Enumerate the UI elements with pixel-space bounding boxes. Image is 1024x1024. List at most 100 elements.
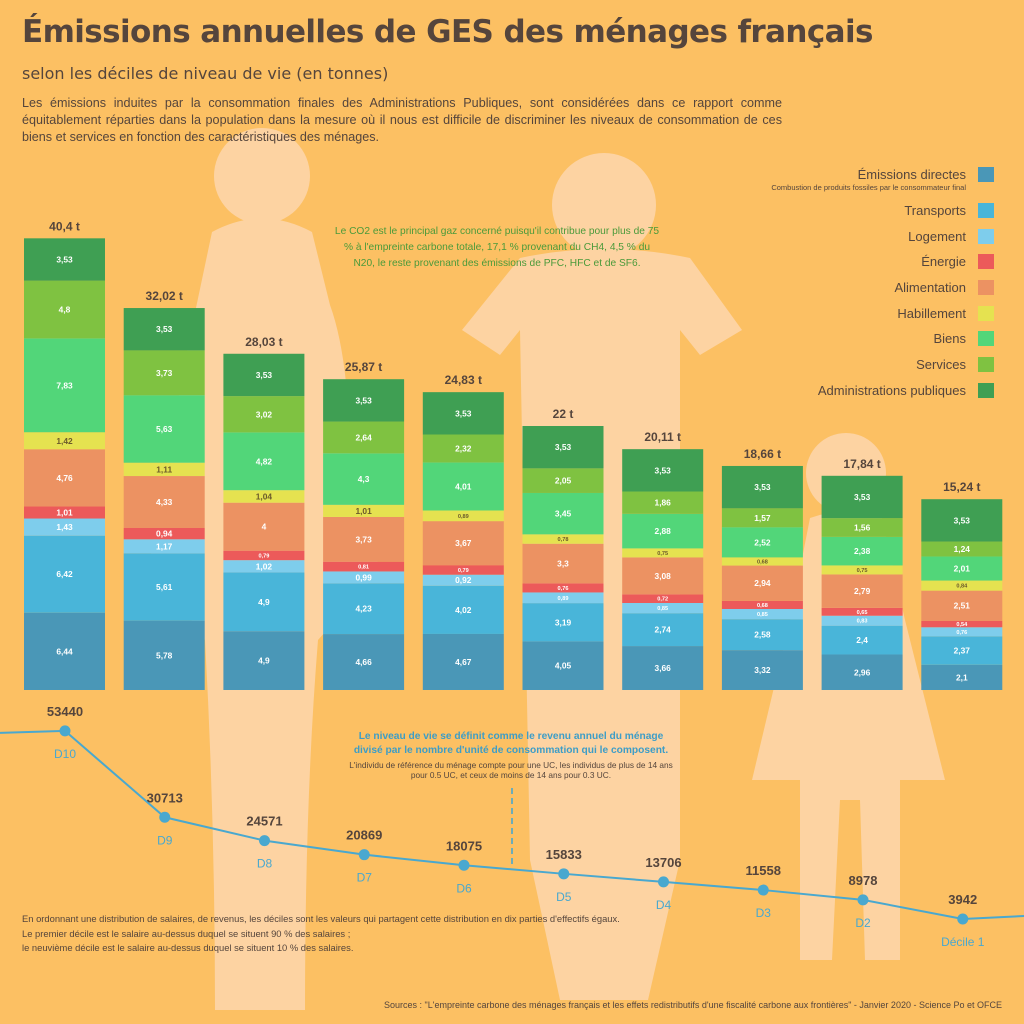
- decile-label: D10: [54, 747, 76, 761]
- bar-segment-label: 0,68: [757, 559, 768, 565]
- bar-segment: [721, 609, 803, 620]
- legend-swatch: [978, 254, 994, 270]
- bar-segment-label: 3,53: [256, 370, 273, 380]
- legend-label: Logement: [908, 228, 966, 244]
- legend-item-administrations-publiques: Administrations publiques: [694, 378, 994, 404]
- bar-segment: [24, 535, 105, 613]
- bar-segment-label: 2,51: [954, 601, 971, 611]
- legend-item-transports: Transports: [694, 198, 994, 224]
- bar-segment-label: 0,79: [258, 553, 269, 559]
- bar-total-label: 22 t: [553, 407, 574, 421]
- bar-segment-label: 1,42: [56, 436, 73, 446]
- bar-segment-label: 1,56: [854, 523, 871, 533]
- bar-segment: [821, 518, 903, 537]
- bar-segment: [24, 506, 105, 519]
- bar-segment-label: 3,73: [355, 534, 372, 544]
- bar-segment: [821, 574, 903, 608]
- income-value-label: 24571: [246, 814, 282, 829]
- legend-swatch: [978, 167, 994, 183]
- bar-segment: [522, 534, 604, 544]
- bar-segment-label: 0,76: [956, 630, 967, 636]
- bar-segment-label: 4,02: [455, 605, 472, 615]
- bar-segment-label: 3,73: [156, 368, 173, 378]
- bar-total-label: 32,02 t: [146, 289, 183, 303]
- bar-segment: [821, 625, 903, 655]
- bar-segment: [821, 654, 903, 690]
- bar-total-label: 25,87 t: [345, 360, 382, 374]
- bar-segment: [622, 449, 704, 492]
- bar-segment: [921, 499, 1003, 542]
- bar-segment: [921, 580, 1003, 591]
- bar-segment: [223, 353, 305, 397]
- bar-segment-label: 2,32: [455, 443, 472, 453]
- bar-segment-label: 1,01: [355, 506, 372, 516]
- decile-label: D3: [756, 906, 772, 920]
- income-point: [159, 811, 171, 823]
- decile-label: D8: [257, 857, 273, 871]
- bar-segment-label: 1,43: [56, 522, 73, 532]
- bar-segment-label: 7,83: [56, 380, 73, 390]
- bar-segment-label: 3,19: [555, 617, 572, 627]
- co2-note: Le CO2 est le principal gaz concerné pui…: [334, 226, 660, 269]
- bar-segment: [422, 462, 504, 511]
- bar-segment: [24, 518, 105, 536]
- bar-segment-label: 0,78: [558, 537, 569, 543]
- unite-consommation-note: L'individu de référence du ménage compte…: [349, 760, 673, 780]
- bar-segment-label: 2,58: [754, 630, 771, 640]
- bar-segment: [422, 633, 504, 690]
- bar-segment: [721, 600, 803, 609]
- decile-label: Décile 1: [941, 935, 985, 949]
- bar-segment: [422, 565, 504, 575]
- bar-segment-label: 4,05: [555, 661, 572, 671]
- decile-label: D5: [556, 890, 572, 904]
- bar-segment-label: 3,08: [655, 571, 672, 581]
- bar-segment-label: 1,57: [754, 513, 771, 523]
- bar-segment: [323, 379, 405, 422]
- bar-segment-label: 2,52: [754, 537, 771, 547]
- legend-label: Administrations publiques: [817, 382, 966, 398]
- bar-segment: [323, 634, 405, 690]
- bar-segment-label: 3,53: [56, 255, 73, 265]
- bar-segment-label: 2,96: [854, 667, 871, 677]
- income-point: [358, 849, 370, 861]
- bar-segment-label: 2,38: [854, 546, 871, 556]
- legend-item-services: Services: [694, 352, 994, 378]
- legend-label: Biens: [933, 331, 966, 347]
- income-point: [857, 894, 869, 906]
- legend-item-alimentation: Alimentation: [694, 275, 994, 301]
- bar-segment-label: 4,66: [355, 657, 372, 667]
- income-line: [0, 729, 1024, 921]
- bar-segment: [721, 619, 803, 651]
- niveau-de-vie-definition: Le niveau de vie se définit comme le rev…: [353, 731, 669, 756]
- bar-segment-label: 2,88: [655, 526, 672, 536]
- bar-segment: [123, 462, 205, 477]
- bar-segment: [123, 528, 205, 540]
- bar-segment: [622, 613, 704, 647]
- stacked-bar: 3,66 2,74 0,85 0,72 3,08 0,75 2,88 1,86 3,53 20,1…: [622, 430, 704, 690]
- stacked-bar: 4,9 4,9 1,02 0,79 4 1,04 4,82 3,02 3,53 28,03 t: [223, 335, 305, 690]
- decile-label: D6: [456, 881, 472, 895]
- bar-segment: [921, 627, 1003, 637]
- bar-segment: [422, 392, 504, 435]
- bar-segment: [123, 476, 205, 528]
- bar-segment-label: 0,65: [857, 610, 868, 616]
- legend-item-habillement: Habillement: [694, 300, 994, 326]
- stacked-bar: 2,96 2,4 0,83 0,65 2,79 0,75 2,38 1,56 3,53 17,84…: [821, 457, 903, 690]
- bar-segment-label: 4,3: [358, 474, 370, 484]
- bar-segment-label: 3,53: [655, 465, 672, 475]
- bar-segment-label: 3,53: [754, 482, 771, 492]
- bar-segment: [24, 280, 105, 339]
- bar-segment: [223, 396, 305, 433]
- bar-segment: [223, 432, 305, 491]
- legend-swatch: [978, 203, 994, 219]
- legend-label: Services: [916, 357, 966, 373]
- stacked-bar: 4,66 4,23 0,990,81 3,73 1,01 4,3 2,64 3,53 25,87…: [323, 360, 405, 690]
- bar-segment-label: 3,53: [954, 515, 971, 525]
- bar-segment-label: 1,86: [655, 498, 672, 508]
- bar-segment: [24, 338, 105, 433]
- bar-segment: [721, 508, 803, 528]
- bar-segment-label: 0,68: [757, 603, 768, 609]
- legend-label: Alimentation: [894, 280, 966, 296]
- legend-swatch: [978, 305, 994, 321]
- bar-segment: [422, 510, 504, 522]
